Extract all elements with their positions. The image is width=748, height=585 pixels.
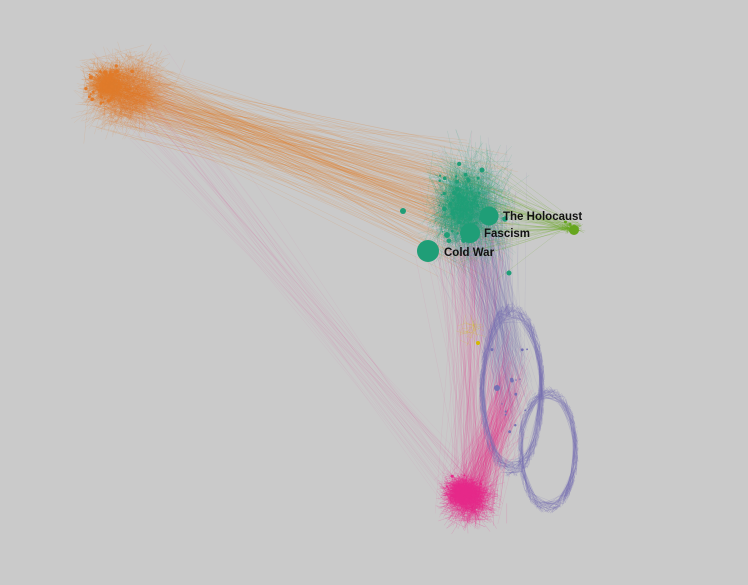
edges-orange-cluster bbox=[71, 41, 186, 144]
node-cold-war[interactable]: Cold War bbox=[417, 240, 495, 262]
edges-orange-pink bbox=[84, 44, 504, 514]
nodes-medium bbox=[400, 167, 579, 391]
node-the-holocaust-circle[interactable] bbox=[479, 206, 499, 226]
edges-teal-pink bbox=[415, 131, 516, 523]
node-the-holocaust[interactable]: The Holocaust bbox=[479, 206, 583, 226]
edges-purple-ring-a bbox=[479, 302, 545, 478]
edges-purple-pink bbox=[433, 325, 534, 528]
nodes-teal bbox=[438, 161, 492, 244]
nodes-pink bbox=[445, 474, 483, 504]
node-label-fascism: Fascism bbox=[484, 228, 530, 240]
node-cold-war-circle[interactable] bbox=[417, 240, 439, 262]
graph-edges bbox=[71, 41, 586, 535]
edges-purple-ring-b bbox=[517, 386, 579, 514]
edges-pink-core bbox=[438, 471, 486, 512]
nodes-purple bbox=[490, 348, 529, 434]
node-fascism-circle[interactable] bbox=[460, 223, 480, 243]
graph-nodes bbox=[84, 64, 579, 504]
edges-pink-cluster bbox=[435, 468, 508, 535]
node-label-cold-war: Cold War bbox=[444, 247, 495, 259]
edges-teal-purple bbox=[421, 137, 540, 460]
edges-yellow-cluster bbox=[455, 314, 486, 347]
edges-teal-lime bbox=[427, 147, 586, 281]
edges-orange-teal bbox=[74, 55, 519, 284]
node-label-the-holocaust: The Holocaust bbox=[503, 211, 582, 223]
nodes-orange bbox=[84, 64, 134, 105]
node-fascism[interactable]: Fascism bbox=[460, 223, 530, 243]
